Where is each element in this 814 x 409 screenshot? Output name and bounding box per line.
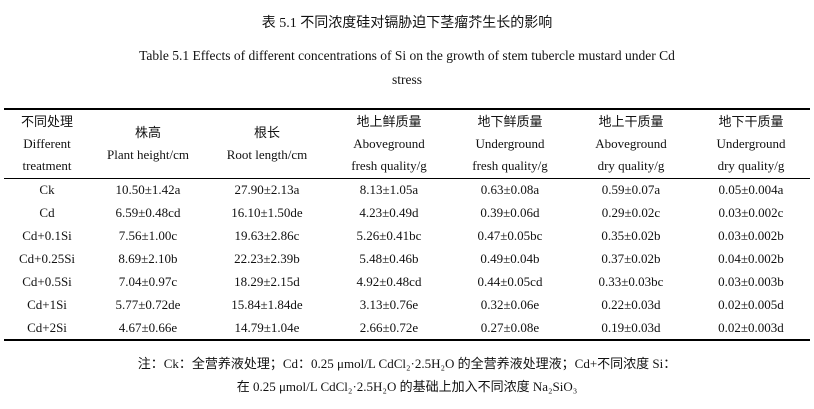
value-cell: 4.23±0.49d: [359, 205, 419, 221]
value-cell: 2.66±0.72e: [328, 316, 450, 342]
value-cell: 5.77±0.72de: [115, 296, 181, 312]
value-cell: 0.63±0.08a: [480, 182, 540, 198]
header-row: 不同处理 Different treatment 株高 Plant height/cm 根…: [4, 109, 810, 179]
value-cell: 0.44±0.05cd: [477, 274, 543, 289]
column-header-line: dry quality/g: [597, 158, 665, 173]
treatment-cell: Cd+2Si: [4, 316, 90, 342]
column-header-line: Aboveground: [353, 136, 425, 151]
column-header: 地上鲜质量 Aboveground fresh quality/g: [328, 109, 450, 179]
column-header: 不同处理 Different treatment: [4, 109, 90, 179]
column-header: 株高 Plant height/cm: [90, 109, 206, 179]
treatment-cell: Cd+0.5Si: [22, 274, 72, 289]
column-header-line: 地上鲜质量: [356, 114, 422, 129]
table-row: Cd+0.25Si 8.69±2.10b 22.23±2.39b 5.48±0.46b…: [4, 248, 810, 271]
table-row: Cd+0.5Si 7.04±0.97c 18.29±2.15d 4.92±0.48cd…: [4, 271, 810, 294]
value-cell: 5.48±0.46b: [359, 251, 419, 267]
value-cell: 14.79±1.04e: [206, 316, 328, 342]
column-header-line: 地下鲜质量: [477, 114, 543, 129]
column-header-line: Underground: [716, 136, 786, 151]
value-cell: 0.22±0.03d: [601, 296, 661, 312]
treatment-cell: Cd+0.1Si: [22, 228, 72, 244]
value-cell: 0.02±0.003d: [692, 316, 810, 342]
value-cell: 16.10±1.50de: [231, 205, 303, 221]
column-header-line: Plant height/cm: [107, 147, 189, 162]
table-header: 不同处理 Different treatment 株高 Plant height/cm 根…: [4, 109, 810, 179]
treatment-cell: Ck: [39, 182, 55, 198]
column-header-line: 根长: [253, 125, 280, 140]
column-header-line: Different: [23, 136, 71, 151]
growth-effects-table: 不同处理 Different treatment 株高 Plant height/cm 根…: [4, 108, 810, 342]
table-row: Cd 6.59±0.48cd 16.10±1.50de 4.23±0.49d 0.39±…: [4, 202, 810, 225]
value-cell: 8.13±1.05a: [359, 182, 419, 198]
treatment-cell: Cd+1Si: [27, 296, 67, 312]
table-row: Cd+2Si 4.67±0.66e 14.79±1.04e 2.66±0.72e 0.2…: [4, 316, 810, 342]
table-row: Cd+1Si 5.77±0.72de 15.84±1.84de 3.13±0.76e 0…: [4, 293, 810, 316]
value-cell: 7.04±0.97c: [118, 274, 178, 289]
column-header-line: Root length/cm: [226, 147, 308, 162]
column-header-line: fresh quality/g: [472, 158, 548, 173]
treatment-cell: Cd+0.25Si: [18, 251, 76, 267]
table-caption-en-line: stress: [392, 72, 422, 87]
value-cell: 5.26±0.41bc: [356, 228, 422, 244]
value-cell: 10.50±1.42a: [115, 182, 181, 198]
value-cell: 7.56±1.00c: [118, 228, 178, 244]
table-caption-en: Table 5.1 Effects of different concentra…: [70, 44, 744, 92]
column-header: 地下干质量 Underground dry quality/g: [692, 109, 810, 179]
footnote-line: 注：Ck：全营养液处理；Cd：0.25 μmol/L CdCl₂·2.5H₂O …: [137, 356, 677, 371]
column-header-line: fresh quality/g: [351, 158, 427, 173]
column-header-line: Aboveground: [595, 136, 667, 151]
value-cell: 0.05±0.004a: [718, 182, 784, 198]
value-cell: 0.47±0.05bc: [477, 228, 543, 244]
value-cell: 0.37±0.02b: [601, 251, 661, 267]
table-caption-en-line: Table 5.1 Effects of different concentra…: [139, 48, 675, 63]
value-cell: 19.63±2.86c: [234, 228, 300, 244]
value-cell: 0.03±0.003b: [718, 274, 784, 289]
value-cell: 0.33±0.03bc: [598, 274, 664, 289]
value-cell: 0.03±0.002c: [718, 205, 784, 221]
column-header-line: Underground: [475, 136, 545, 151]
value-cell: 22.23±2.39b: [234, 251, 300, 267]
table-row: Ck 10.50±1.42a 27.90±2.13a 8.13±1.05a 0.63±0…: [4, 179, 810, 202]
value-cell: 3.13±0.76e: [359, 296, 419, 312]
column-header-line: dry quality/g: [717, 158, 785, 173]
column-header: 根长 Root length/cm: [206, 109, 328, 179]
value-cell: 0.29±0.02c: [601, 205, 661, 221]
treatment-cell: Cd: [39, 205, 55, 221]
table-body: Ck 10.50±1.42a 27.90±2.13a 8.13±1.05a 0.63±0…: [4, 179, 810, 342]
column-header-line: 株高: [134, 125, 161, 140]
column-header-line: treatment: [22, 158, 72, 173]
value-cell: 15.84±1.84de: [231, 296, 303, 312]
value-cell: 4.92±0.48cd: [356, 274, 422, 289]
table-row: Cd+0.1Si 7.56±1.00c 19.63±2.86c 5.26±0.41bc…: [4, 225, 810, 248]
value-cell: 4.67±0.66e: [90, 316, 206, 342]
value-cell: 8.69±2.10b: [118, 251, 178, 267]
column-header: 地上干质量 Aboveground dry quality/g: [570, 109, 692, 179]
column-header-line: 不同处理: [20, 114, 73, 129]
value-cell: 0.27±0.08e: [450, 316, 570, 342]
column-header-line: 地上干质量: [598, 114, 664, 129]
value-cell: 0.02±0.005d: [718, 296, 784, 312]
value-cell: 27.90±2.13a: [234, 182, 300, 198]
value-cell: 0.39±0.06d: [480, 205, 540, 221]
value-cell: 0.32±0.06e: [480, 296, 540, 312]
value-cell: 0.49±0.04b: [480, 251, 540, 267]
value-cell: 0.03±0.002b: [718, 228, 784, 244]
value-cell: 0.19±0.03d: [570, 316, 692, 342]
column-header-line: 地下干质量: [718, 114, 784, 129]
column-header: 地下鲜质量 Underground fresh quality/g: [450, 109, 570, 179]
table-caption-cn: 表 5.1 不同浓度硅对镉胁迫下茎瘤芥生长的影响: [261, 16, 553, 31]
footnote-line: 在 0.25 μmol/L CdCl₂·2.5H₂O 的基础上加入不同浓度 Na…: [236, 379, 578, 394]
table-footnote: 注：Ck：全营养液处理；Cd：0.25 μmol/L CdCl₂·2.5H₂O …: [0, 352, 814, 398]
value-cell: 0.04±0.002b: [718, 251, 784, 267]
value-cell: 6.59±0.48cd: [115, 205, 181, 221]
value-cell: 18.29±2.15d: [234, 274, 300, 289]
value-cell: 0.59±0.07a: [601, 182, 661, 198]
value-cell: 0.35±0.02b: [601, 228, 661, 244]
